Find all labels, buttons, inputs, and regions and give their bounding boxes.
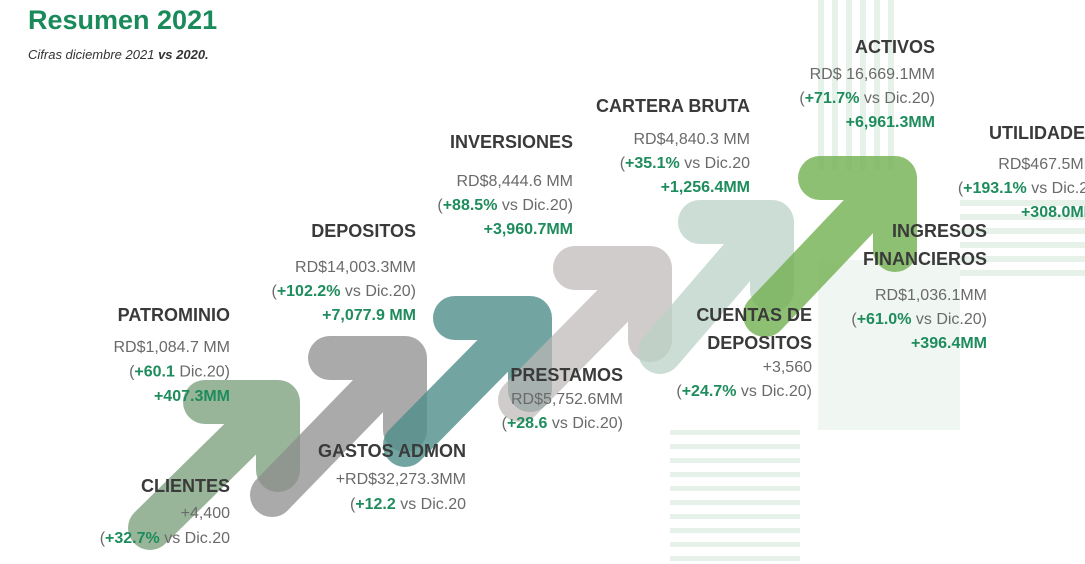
title: Resumen 2021: [28, 5, 217, 35]
change-part: (: [620, 155, 626, 172]
item-label: FINANCIEROS: [863, 249, 987, 269]
change-part: vs Dic.20: [680, 155, 750, 172]
change-part: (: [676, 383, 682, 400]
change-part: vs Dic.20: [396, 496, 466, 513]
background-stripes: [670, 0, 1085, 561]
item-change: (+60.1 Dic.20): [129, 364, 230, 381]
item-delta: +1,256.4MM: [661, 179, 750, 196]
item-amount: +RD$32,273.3MM: [336, 471, 466, 488]
change-part: vs Dic.20): [911, 311, 987, 328]
item-delta: +407.3MM: [154, 388, 230, 405]
change-part: +193.1%: [963, 180, 1027, 197]
item-delta: +6,961.3MM: [846, 114, 935, 131]
change-part: vs Dic.20): [859, 90, 935, 107]
item-change: (+193.1% vs Dic.20: [958, 180, 1085, 197]
change-part: Dic.20): [175, 364, 230, 381]
change-part: vs Dic.20: [1027, 180, 1085, 197]
change-part: +24.7%: [682, 383, 737, 400]
item-change: (+35.1% vs Dic.20: [620, 155, 750, 172]
change-part: +88.5%: [443, 197, 498, 214]
change-part: +35.1%: [625, 155, 680, 172]
item-label: DEPOSITOS: [707, 333, 812, 353]
change-part: (: [350, 496, 356, 513]
item-label: PRESTAMOS: [510, 365, 623, 385]
item-amount: +4,400: [181, 505, 230, 522]
change-part: +71.7%: [805, 90, 860, 107]
change-part: +32.7%: [105, 530, 160, 547]
change-part: (: [502, 415, 508, 432]
item-delta: +396.4MM: [911, 335, 987, 352]
item-change: (+28.6 vs Dic.20): [502, 415, 623, 432]
item-label: CUENTAS DE: [696, 305, 812, 325]
item-change: (+32.7% vs Dic.20: [100, 530, 230, 547]
item-label: ACTIVOS: [855, 37, 935, 57]
subtitle-part: Cifras diciembre 2021: [28, 47, 158, 62]
change-part: +28.6: [507, 415, 548, 432]
change-part: vs Dic.20): [497, 197, 573, 214]
change-part: vs Dic.20: [160, 530, 230, 547]
change-part: +12.2: [355, 496, 396, 513]
subtitle-bold: vs 2020.: [158, 47, 209, 62]
arrows: [128, 156, 917, 550]
change-part: (: [799, 90, 805, 107]
item-amount: RD$1,084.7 MM: [114, 339, 231, 356]
item-amount: RD$5,752.6MM: [511, 391, 623, 408]
item-amount: RD$ 16,669.1MM: [810, 66, 935, 83]
change-part: (: [100, 530, 106, 547]
item-label: GASTOS ADMON: [318, 441, 466, 461]
item-label: INGRESOS: [892, 221, 987, 241]
item-amount: +3,560: [763, 359, 812, 376]
change-part: +102.2%: [277, 283, 341, 300]
item-change: (+71.7% vs Dic.20): [799, 90, 935, 107]
item-delta: +7,077.9 MM: [322, 307, 416, 324]
item-amount: RD$14,003.3MM: [295, 259, 416, 276]
item-change: (+24.7% vs Dic.20): [676, 383, 812, 400]
subtitle: Cifras diciembre 2021 vs 2020.: [28, 47, 209, 62]
item-amount: RD$8,444.6 MM: [457, 173, 574, 190]
change-part: vs Dic.20): [736, 383, 812, 400]
item-amount: RD$1,036.1MM: [875, 287, 987, 304]
item-delta: +308.0MM: [1021, 204, 1085, 221]
change-part: (: [129, 364, 135, 381]
item-change: (+88.5% vs Dic.20): [437, 197, 573, 214]
item-label: CLIENTES: [141, 476, 230, 496]
item-label: UTILIDADES: [989, 123, 1085, 143]
change-part: (: [851, 311, 857, 328]
item-amount: RD$4,840.3 MM: [634, 131, 751, 148]
change-part: +60.1: [134, 364, 175, 381]
item-label: PATROMINIO: [118, 305, 230, 325]
item-change: (+102.2% vs Dic.20): [271, 283, 416, 300]
item-delta: +3,960.7MM: [484, 221, 573, 238]
item-label: DEPOSITOS: [311, 221, 416, 241]
item-label: CARTERA BRUTA: [596, 96, 750, 116]
change-part: (: [437, 197, 443, 214]
item-amount: RD$467.5MM: [998, 156, 1085, 173]
change-part: (: [271, 283, 277, 300]
item-change: (+12.2 vs Dic.20: [350, 496, 466, 513]
change-part: vs Dic.20): [340, 283, 416, 300]
item-label: INVERSIONES: [450, 132, 573, 152]
change-part: vs Dic.20): [547, 415, 623, 432]
change-part: +61.0%: [857, 311, 912, 328]
change-part: (: [958, 180, 964, 197]
item-change: (+61.0% vs Dic.20): [851, 311, 987, 328]
